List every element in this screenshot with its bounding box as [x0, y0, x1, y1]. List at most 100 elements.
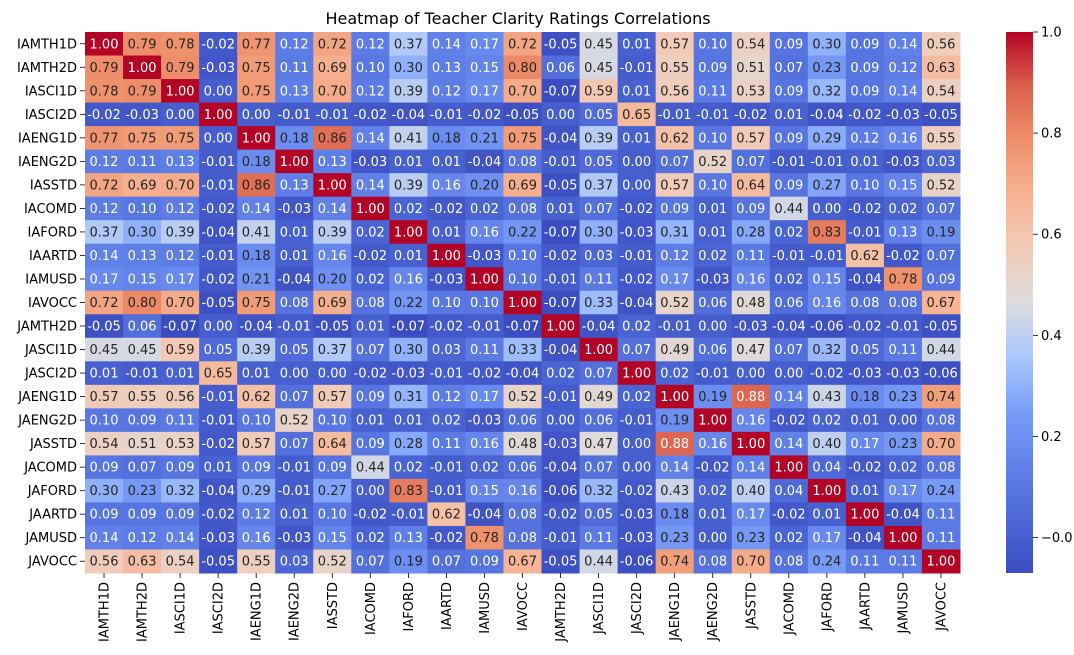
cell-value-label: 0.09	[470, 555, 499, 570]
heatmap-cell	[275, 126, 314, 151]
heatmap-cell	[161, 290, 200, 315]
heatmap-cell	[199, 243, 238, 268]
cell-value-label: -0.03	[620, 531, 654, 546]
heatmap-cell	[275, 220, 314, 245]
cell-value-label: 0.02	[774, 531, 803, 546]
heatmap-cell	[579, 102, 619, 127]
cell-value-label: 0.79	[90, 61, 119, 76]
cell-value-label: 0.45	[128, 343, 157, 358]
cell-value-label: 0.01	[204, 461, 233, 476]
cell-value-label: 0.40	[812, 437, 841, 452]
cell-value-label: 0.59	[166, 343, 195, 358]
heatmap-cell	[465, 525, 504, 550]
cell-value-label: 1.00	[394, 225, 423, 240]
cell-value-label: 1.00	[356, 202, 385, 217]
heatmap-cell	[693, 55, 733, 80]
cell-value-label: -0.01	[696, 367, 730, 382]
colorbar-tick-label: −0.0	[1041, 531, 1073, 546]
heatmap-cell	[807, 314, 847, 339]
heatmap-cell	[541, 502, 581, 527]
heatmap-cell	[845, 525, 885, 550]
cell-value-label: 0.16	[242, 531, 271, 546]
cell-value-label: 0.22	[394, 296, 423, 311]
heatmap-cell	[123, 384, 162, 409]
heatmap-cell	[237, 290, 276, 315]
heatmap-cell	[427, 549, 466, 574]
cell-value-label: -0.02	[430, 531, 464, 546]
cell-value-label: -0.04	[277, 272, 311, 287]
cell-value-label: 0.05	[850, 343, 879, 358]
heatmap-cell	[85, 314, 124, 339]
heatmap-cell	[199, 173, 238, 198]
heatmap-cell	[617, 314, 657, 339]
cell-value-label: 0.02	[698, 484, 727, 499]
heatmap-cell	[769, 102, 809, 127]
x-tick-label: IASCI1D	[174, 582, 189, 634]
heatmap-cell	[275, 525, 314, 550]
heatmap-cell	[845, 549, 885, 574]
cell-value-label: -0.02	[620, 484, 654, 499]
cell-value-label: -0.04	[544, 131, 578, 146]
cell-value-label: 0.15	[888, 178, 917, 193]
heatmap-cell	[351, 455, 390, 480]
cell-value-label: 0.24	[812, 555, 841, 570]
heatmap-cell	[921, 314, 961, 339]
cell-value-label: -0.01	[620, 61, 654, 76]
heatmap-cell	[123, 478, 162, 503]
cell-value-label: 0.52	[318, 555, 347, 570]
heatmap-cell	[199, 79, 238, 104]
cell-value-label: 0.52	[927, 178, 956, 193]
heatmap-cell	[579, 79, 619, 104]
heatmap-cell	[123, 126, 162, 151]
heatmap-cell	[313, 455, 352, 480]
heatmap-cell	[465, 455, 504, 480]
heatmap-cell	[275, 431, 314, 456]
heatmap-cell	[693, 455, 733, 480]
heatmap-cell	[731, 525, 771, 550]
cell-value-label: 0.17	[660, 272, 689, 287]
cell-value-label: 0.63	[927, 61, 956, 76]
cell-value-label: 0.02	[660, 367, 689, 382]
cell-value-label: 0.02	[888, 461, 917, 476]
cell-value-label: 0.14	[242, 202, 271, 217]
heatmap-cell	[655, 126, 695, 151]
cell-value-label: -0.04	[201, 225, 235, 240]
heatmap-cell	[161, 478, 200, 503]
cell-value-label: -0.02	[468, 108, 502, 123]
cell-value-label: 0.22	[508, 225, 537, 240]
colorbar-tick-label: 0.8	[1041, 127, 1062, 142]
heatmap-cell	[503, 126, 543, 151]
cell-value-label: 0.47	[584, 437, 613, 452]
cell-value-label: 0.02	[888, 202, 917, 217]
cell-value-label: 1.00	[432, 249, 461, 264]
heatmap-cell	[769, 337, 809, 362]
cell-value-label: 0.16	[432, 178, 461, 193]
cell-value-label: -0.06	[810, 320, 844, 335]
heatmap-cell	[541, 126, 581, 151]
heatmap-cell	[123, 525, 162, 550]
heatmap-cell	[769, 549, 809, 574]
cell-value-label: -0.02	[201, 508, 235, 523]
cell-value-label: 0.72	[508, 37, 537, 52]
heatmap-cell	[465, 173, 504, 198]
cell-value-label: 0.17	[470, 37, 499, 52]
cell-value-label: 0.30	[584, 225, 613, 240]
heatmap-cell	[237, 102, 276, 127]
cell-value-label: 0.10	[508, 272, 537, 287]
heatmap-cell	[845, 220, 885, 245]
heatmap-cell	[85, 361, 124, 386]
cell-value-label: 0.69	[318, 61, 347, 76]
cell-value-label: 0.14	[660, 461, 689, 476]
cell-value-label: 0.16	[736, 272, 765, 287]
heatmap-cell	[807, 243, 847, 268]
cell-value-label: 0.07	[736, 155, 765, 170]
heatmap-cell	[275, 196, 314, 221]
heatmap-cell	[693, 32, 733, 57]
cell-value-label: 0.75	[242, 84, 271, 99]
cell-value-label: -0.01	[848, 225, 882, 240]
cell-value-label: 0.80	[128, 296, 157, 311]
cell-value-label: 0.40	[736, 484, 765, 499]
cell-value-label: 0.51	[128, 437, 157, 452]
heatmap-cell	[389, 525, 428, 550]
heatmap-cell	[693, 173, 733, 198]
